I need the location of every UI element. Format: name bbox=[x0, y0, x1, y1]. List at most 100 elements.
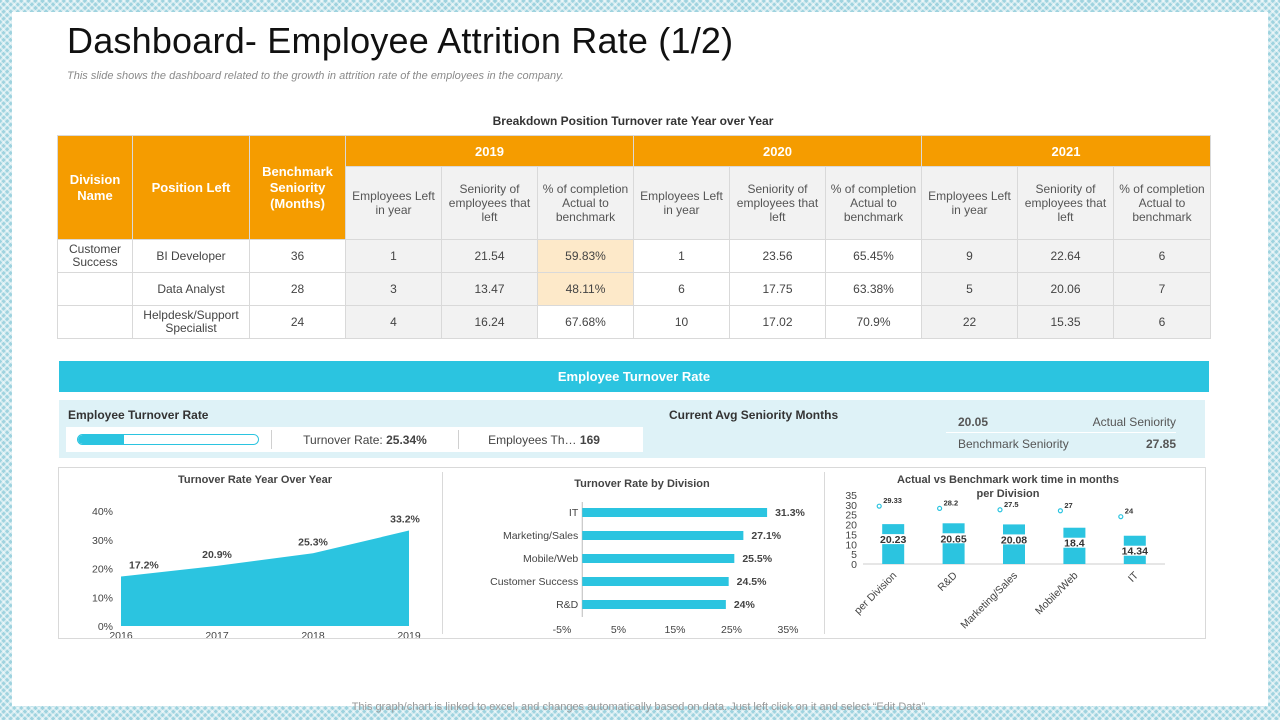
x-tick-label: 5% bbox=[611, 624, 626, 636]
y-tick-label: 30 bbox=[845, 500, 857, 512]
data-label: 20.65 bbox=[940, 533, 966, 545]
subheader-employees-left: Employees Left in year bbox=[921, 166, 1018, 240]
cell-2019-completion: 59.83% bbox=[537, 239, 634, 273]
header-division: Division Name bbox=[57, 135, 133, 240]
data-label: 27.1% bbox=[751, 530, 781, 542]
chart-actual-vs-benchmark: Actual vs Benchmark work time in months p… bbox=[825, 468, 1203, 638]
bar bbox=[582, 600, 726, 609]
bar bbox=[582, 554, 735, 563]
cell-2020-completion: 63.38% bbox=[825, 272, 922, 306]
cell-2021-left: 5 bbox=[921, 272, 1018, 306]
cell-benchmark: 28 bbox=[249, 272, 346, 306]
bar-label-backdrop bbox=[1062, 537, 1087, 548]
table-title: Breakdown Position Turnover rate Year ov… bbox=[492, 114, 774, 128]
cell-2020-seniority: 23.56 bbox=[729, 239, 826, 273]
cell-2021-completion: 7 bbox=[1113, 272, 1211, 306]
cell-benchmark: 24 bbox=[249, 305, 346, 339]
subheader-employees-left: Employees Left in year bbox=[345, 166, 442, 240]
y-tick-label: 20 bbox=[845, 520, 857, 532]
cell-position: Data Analyst bbox=[132, 272, 250, 306]
data-label: 14.34 bbox=[1122, 546, 1148, 558]
data-label: 18.4 bbox=[1064, 538, 1085, 550]
cell-2020-seniority: 17.75 bbox=[729, 272, 826, 306]
cell-position: Helpdesk/Support Specialist bbox=[132, 305, 250, 339]
x-tick-label: 2019 bbox=[397, 630, 421, 638]
y-tick-label: 10 bbox=[845, 539, 857, 551]
cell-2021-completion: 6 bbox=[1113, 305, 1211, 339]
bar bbox=[582, 531, 744, 540]
category-label: R&D bbox=[556, 599, 579, 611]
category-label: R&D bbox=[936, 569, 960, 593]
benchmark-label: 28.2 bbox=[944, 498, 959, 507]
table-row: Helpdesk/Support Specialist 24 4 16.24 6… bbox=[57, 305, 1211, 339]
page-subtitle: This slide shows the dashboard related t… bbox=[67, 70, 564, 82]
cell-2019-left: 4 bbox=[345, 305, 442, 339]
turnover-progress-bar bbox=[77, 434, 259, 445]
benchmark-seniority-label: Benchmark Seniority bbox=[958, 437, 1069, 451]
chart-turnover-yoy: Turnover Rate Year Over Year 0% 10% 20% 30% 4… bbox=[59, 468, 441, 638]
data-label: 20.9% bbox=[202, 549, 232, 561]
header-year-2021: 2021 bbox=[921, 135, 1211, 167]
area-chart: Turnover Rate Year Over Year 0% 10% 20% 30% 4… bbox=[92, 474, 421, 638]
divider bbox=[946, 432, 1176, 433]
cell-2021-left: 9 bbox=[921, 239, 1018, 273]
divider bbox=[458, 430, 459, 449]
cell-2020-left: 6 bbox=[633, 272, 730, 306]
benchmark-label: 27 bbox=[1064, 501, 1072, 510]
y-tick-label: 10% bbox=[92, 592, 113, 604]
benchmark-marker bbox=[997, 507, 1003, 513]
turnover-table: Division Name Position Left Benchmark Se… bbox=[57, 135, 1211, 339]
data-label: 24.5% bbox=[737, 576, 767, 588]
x-tick-label: -5% bbox=[553, 624, 572, 636]
data-label: 17.2% bbox=[129, 560, 159, 572]
y-tick-label: 0% bbox=[98, 621, 113, 633]
cell-2019-completion: 67.68% bbox=[537, 305, 634, 339]
benchmark-label: 29.33 bbox=[883, 496, 902, 505]
cell-division bbox=[57, 272, 133, 306]
chart-turnover-division: Turnover Rate by Division IT 31.3% Marketin… bbox=[443, 468, 823, 638]
data-label: 25.3% bbox=[298, 536, 328, 548]
subheader-completion: % of completion Actual to benchmark bbox=[537, 166, 634, 240]
bar-label-backdrop bbox=[941, 533, 966, 544]
cell-2019-left: 3 bbox=[345, 272, 442, 306]
x-tick-label: 35% bbox=[777, 624, 798, 636]
benchmark-marker bbox=[876, 503, 882, 509]
divider bbox=[824, 472, 825, 634]
cell-2020-left: 1 bbox=[633, 239, 730, 273]
bar bbox=[582, 577, 729, 586]
chart-title: per Division bbox=[977, 488, 1040, 500]
data-label: 20.08 bbox=[1001, 534, 1027, 546]
charts-panel: Turnover Rate Year Over Year 0% 10% 20% 30% 4… bbox=[58, 467, 1206, 639]
category-label: Mobile/Web bbox=[1033, 570, 1081, 618]
cell-2021-seniority: 22.64 bbox=[1017, 239, 1114, 273]
turnover-rate-label: Turnover Rate: bbox=[303, 432, 383, 447]
x-tick-label: 2018 bbox=[301, 630, 325, 638]
category-label: per Division bbox=[852, 570, 899, 617]
x-tick-label: 25% bbox=[721, 624, 742, 636]
header-position: Position Left bbox=[132, 135, 250, 240]
y-tick-label: 35 bbox=[845, 490, 857, 502]
category-label: Mobile/Web bbox=[523, 553, 578, 565]
y-tick-label: 25 bbox=[845, 510, 857, 522]
actual-seniority-value: 20.05 bbox=[958, 415, 989, 429]
subheader-completion: % of completion Actual to benchmark bbox=[825, 166, 922, 240]
cell-2019-left: 1 bbox=[345, 239, 442, 273]
category-label: Marketing/Sales bbox=[503, 530, 578, 542]
cell-2020-completion: 65.45% bbox=[825, 239, 922, 273]
header-benchmark: Benchmark Seniority (Months) bbox=[249, 135, 346, 240]
seniority-label: Current Avg Seniority Months bbox=[669, 408, 839, 422]
cell-2019-seniority: 21.54 bbox=[441, 239, 538, 273]
cell-position: BI Developer bbox=[132, 239, 250, 273]
x-tick-label: 2017 bbox=[205, 630, 229, 638]
data-label: 20.23 bbox=[880, 534, 906, 546]
y-tick-label: 20% bbox=[92, 564, 113, 576]
kpi-panel: Employee Turnover Rate Turnover Rate: 25… bbox=[59, 400, 1205, 458]
benchmark-marker bbox=[1057, 508, 1063, 514]
category-label: IT bbox=[569, 507, 579, 519]
benchmark-label: 24 bbox=[1125, 507, 1134, 516]
employees-value: 169 bbox=[579, 432, 600, 447]
y-tick-label: 30% bbox=[92, 535, 113, 547]
benchmark-marker bbox=[936, 505, 943, 512]
kpi-turnover-label: Employee Turnover Rate bbox=[68, 408, 209, 422]
category-label: Customer Success bbox=[490, 576, 578, 588]
